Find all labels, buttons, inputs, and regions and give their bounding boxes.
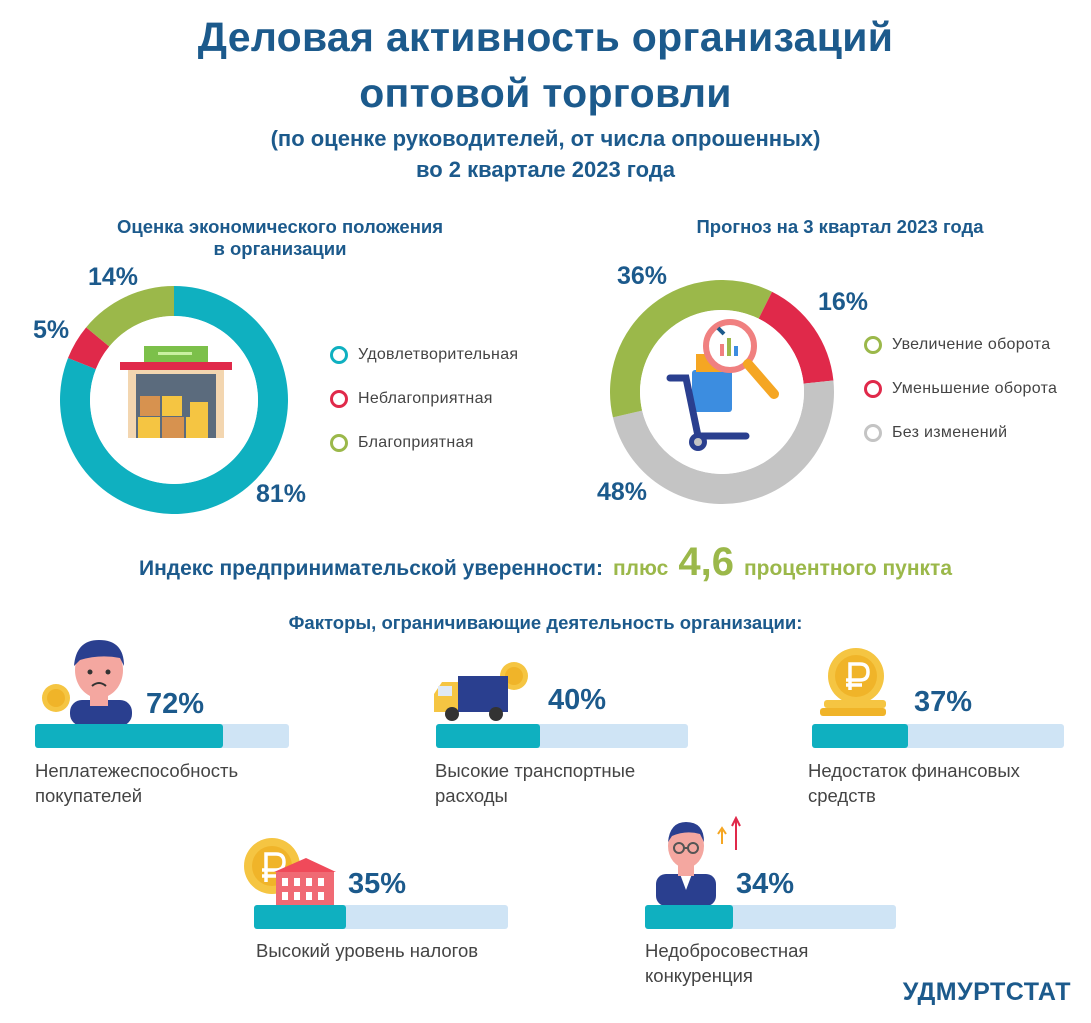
factor-3-pct: 37% (914, 686, 973, 718)
factor-2-label-line2: расходы (435, 785, 508, 806)
factor-5-label-line1: Недобросовестная (645, 940, 809, 961)
factor-4-bar (254, 905, 346, 929)
factor-1-label: Неплатежеспособность покупателей (35, 758, 238, 808)
chart1-label-unfavorable: 5% (33, 316, 70, 344)
legend-item-nochange: Без изменений (864, 422, 1057, 444)
index-value: 4,6 (678, 540, 734, 584)
chart1-legend: Удовлетворительная Неблагоприятная Благо… (330, 344, 518, 454)
factor-1-pct: 72% (146, 688, 205, 720)
legend-ring-icon (864, 424, 882, 442)
chart1-slice-1 (68, 327, 110, 370)
chart2-donut (610, 280, 834, 504)
legend-label: Уменьшение оборота (892, 380, 1058, 397)
factor-4-track (254, 905, 508, 929)
legend-label: Удовлетворительная (358, 346, 519, 363)
chart1-label-satisfactory: 81% (256, 480, 307, 508)
factor-3-label: Недостаток финансовых средств (808, 758, 1020, 808)
legend-item-increase: Увеличение оборота (864, 334, 1057, 356)
factor-5-label: Недобросовестная конкуренция (645, 938, 808, 988)
factor-5-bar (645, 905, 733, 929)
legend-item-satisfactory: Удовлетворительная (330, 344, 518, 366)
legend-ring-icon (330, 346, 348, 364)
ruble-coins-icon (820, 648, 886, 716)
chart2-title: Прогноз на 3 квартал 2023 года (696, 216, 984, 237)
factor-2-track (436, 724, 688, 748)
factor-5-pct: 34% (736, 868, 795, 900)
factor-5-label-line2: конкуренция (645, 965, 753, 986)
legend-label: Увеличение оборота (892, 336, 1051, 353)
factor-2-bar (436, 724, 540, 748)
legend-ring-icon (864, 380, 882, 398)
chart1-title: Оценка экономического положения в органи… (60, 216, 500, 260)
factor-2-pct: 40% (548, 684, 607, 716)
confidence-index: Индекс предпринимательской уверенности: … (0, 540, 1091, 585)
delivery-truck-icon (434, 662, 528, 721)
factor-3-label-line2: средств (808, 785, 876, 806)
chart2-legend: Увеличение оборота Уменьшение оборота Бе… (864, 334, 1057, 444)
factor-2-label: Высокие транспортные расходы (435, 758, 635, 808)
legend-ring-icon (864, 336, 882, 354)
factor-3-track (812, 724, 1064, 748)
page-title-line1: Деловая активность организаций (197, 14, 894, 60)
legend-ring-icon (330, 434, 348, 452)
factors-title: Факторы, ограничивающие деятельность орг… (288, 612, 803, 633)
index-label: Индекс предпринимательской уверенности: (138, 557, 603, 580)
chart2-label-nochange: 48% (597, 478, 648, 506)
factor-3-label-line1: Недостаток финансовых (808, 760, 1020, 781)
tax-building-icon (244, 838, 336, 908)
legend-label: Без изменений (892, 424, 1008, 441)
brand-logo-text: УДМУРТСТАТ (902, 978, 1071, 1006)
factor-1-bar (35, 724, 224, 748)
warehouse-icon (120, 346, 232, 438)
legend-item-favorable: Благоприятная (330, 432, 518, 454)
chart2-label-decrease: 16% (818, 288, 869, 316)
chart1-title-line2: в организации (213, 238, 347, 259)
chart1-title-line1: Оценка экономического положения (116, 216, 444, 237)
factor-5-track (645, 905, 896, 929)
chart1-donut (60, 286, 288, 514)
chart1-label-favorable: 14% (88, 263, 139, 291)
factor-2-label-line1: Высокие транспортные (435, 760, 636, 781)
page-subtitle-line2: во 2 квартале 2023 года (415, 157, 676, 182)
factor-1-track (35, 724, 289, 748)
page-title-line2: оптовой торговли (359, 70, 732, 116)
factor-1-label-line1: Неплатежеспособность (35, 760, 239, 781)
worried-person-icon (42, 640, 132, 726)
factor-4-label: Высокий уровень налогов (256, 938, 478, 963)
index-plus: плюс (612, 557, 669, 580)
legend-label: Благоприятная (358, 434, 474, 451)
businessman-icon (656, 816, 741, 906)
factor-4-label-line1: Высокий уровень налогов (256, 940, 479, 961)
chart2-slice-1 (758, 291, 834, 384)
legend-label: Неблагоприятная (358, 390, 493, 407)
legend-item-decrease: Уменьшение оборота (864, 378, 1057, 400)
factor-3-bar (812, 724, 909, 748)
factor-4-pct: 35% (348, 868, 407, 900)
legend-ring-icon (330, 390, 348, 408)
chart2-label-increase: 36% (617, 262, 668, 290)
page-subtitle-line1: (по оценке руководителей, от числа опрош… (270, 126, 821, 151)
factor-1-label-line2: покупателей (35, 785, 143, 806)
chart2-slice-2 (612, 380, 834, 504)
chart1-slice-2 (86, 286, 174, 347)
index-unit: процентного пункта (743, 557, 953, 580)
chart2-slice-0 (610, 280, 772, 418)
legend-item-unfavorable: Неблагоприятная (330, 388, 518, 410)
hand-truck-magnifier-icon (666, 319, 779, 451)
